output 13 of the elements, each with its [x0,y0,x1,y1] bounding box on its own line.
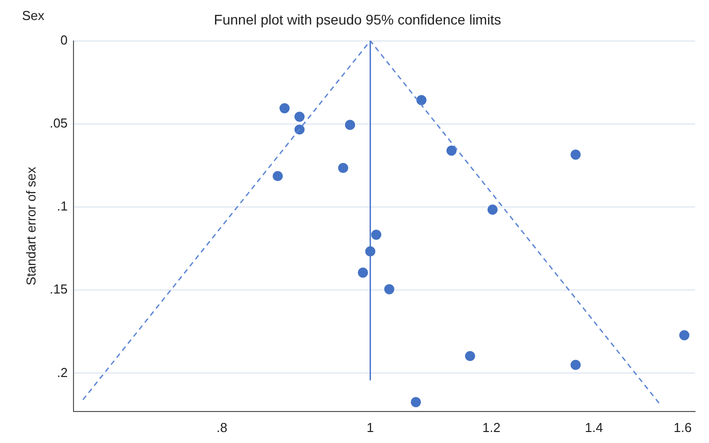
y-tick-label: .2 [56,364,68,380]
x-tick-label: 1.2 [482,420,500,435]
x-tick-label: 1.6 [674,420,692,435]
y-tick-label: .15 [50,282,68,297]
x-tick-label: 1 [366,420,374,435]
y-tick-label: 0 [60,32,68,48]
y-axis-title: Standart error of sex [23,166,38,286]
x-tick-label: 1.4 [584,420,603,435]
x-tick-label: .8 [216,420,228,435]
chart-title: Funnel plot with pseudo 95% confidence limits [214,11,502,28]
text: Sex [22,8,45,24]
y-tick-label: .05 [50,115,68,130]
y-tick-label: .1 [56,198,68,214]
